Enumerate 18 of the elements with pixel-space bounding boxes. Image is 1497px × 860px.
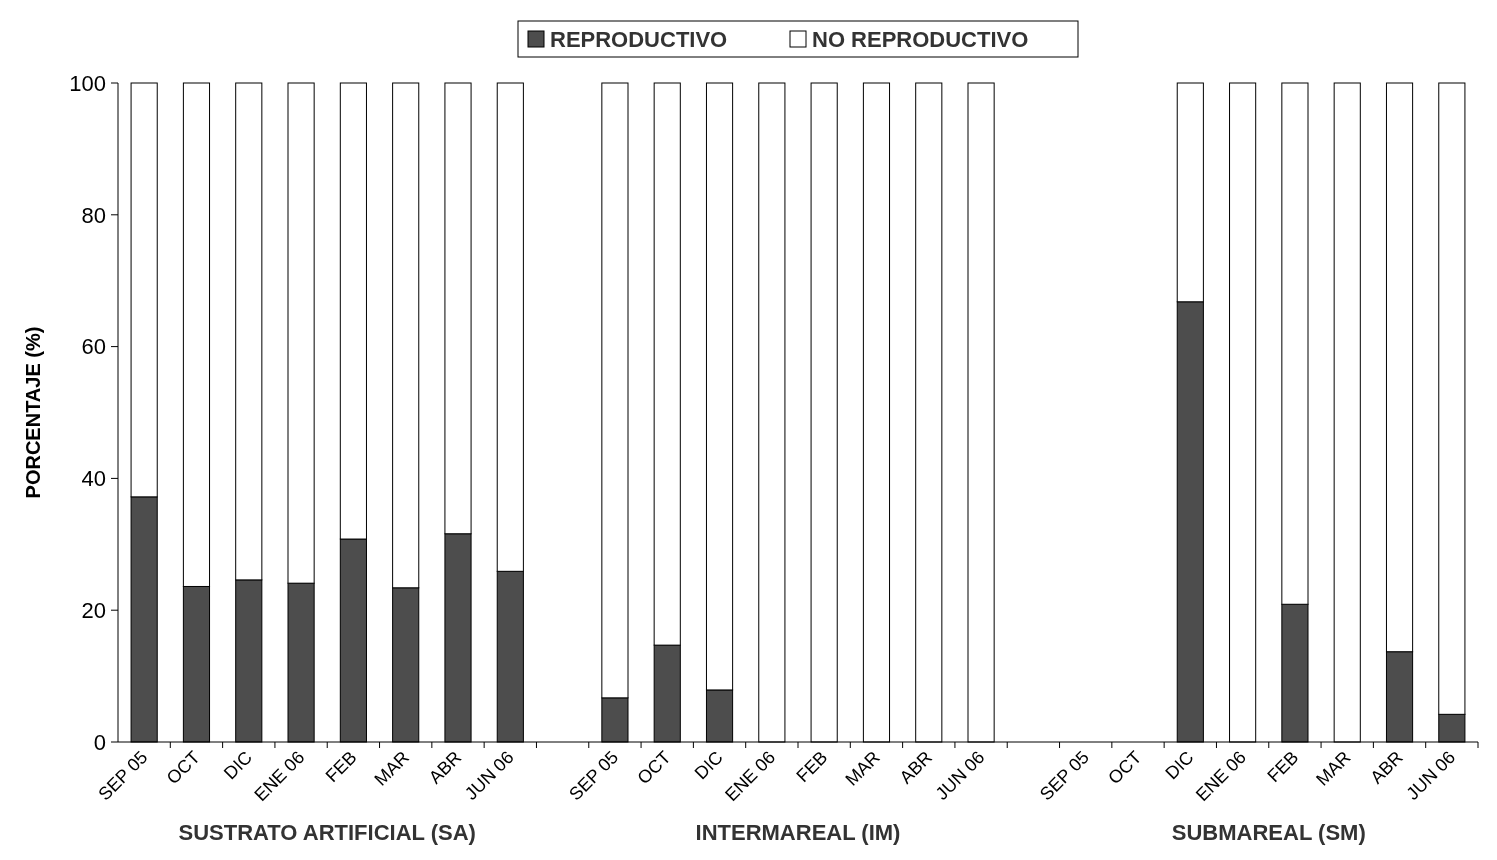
x-tick-label: DIC — [690, 747, 727, 784]
x-tick-label: DIC — [219, 747, 257, 784]
legend-label: REPRODUCTIVO — [550, 26, 728, 52]
legend-label: NO REPRODUCTIVO — [812, 26, 1029, 52]
x-tick-label: FEB — [792, 747, 832, 787]
y-tick-label: 60 — [81, 334, 106, 360]
text: INTERMAREAL (IM) — [695, 820, 901, 845]
x-tick-label: FEB — [321, 747, 361, 787]
y-tick-label: 80 — [81, 202, 106, 228]
text: SUBMAREAL (SM) — [1171, 820, 1366, 845]
x-tick-label: FEB — [1263, 747, 1303, 787]
y-axis-title: PORCENTAJE (%) — [22, 326, 44, 499]
y-tick-label: 100 — [69, 70, 106, 96]
x-tick-label: DIC — [1161, 747, 1198, 784]
y-tick-label: 20 — [81, 597, 106, 623]
text: SUSTRATO ARTIFICIAL (SA) — [178, 820, 476, 845]
y-tick-label: 0 — [93, 729, 106, 755]
y-tick-label: 40 — [81, 466, 106, 492]
